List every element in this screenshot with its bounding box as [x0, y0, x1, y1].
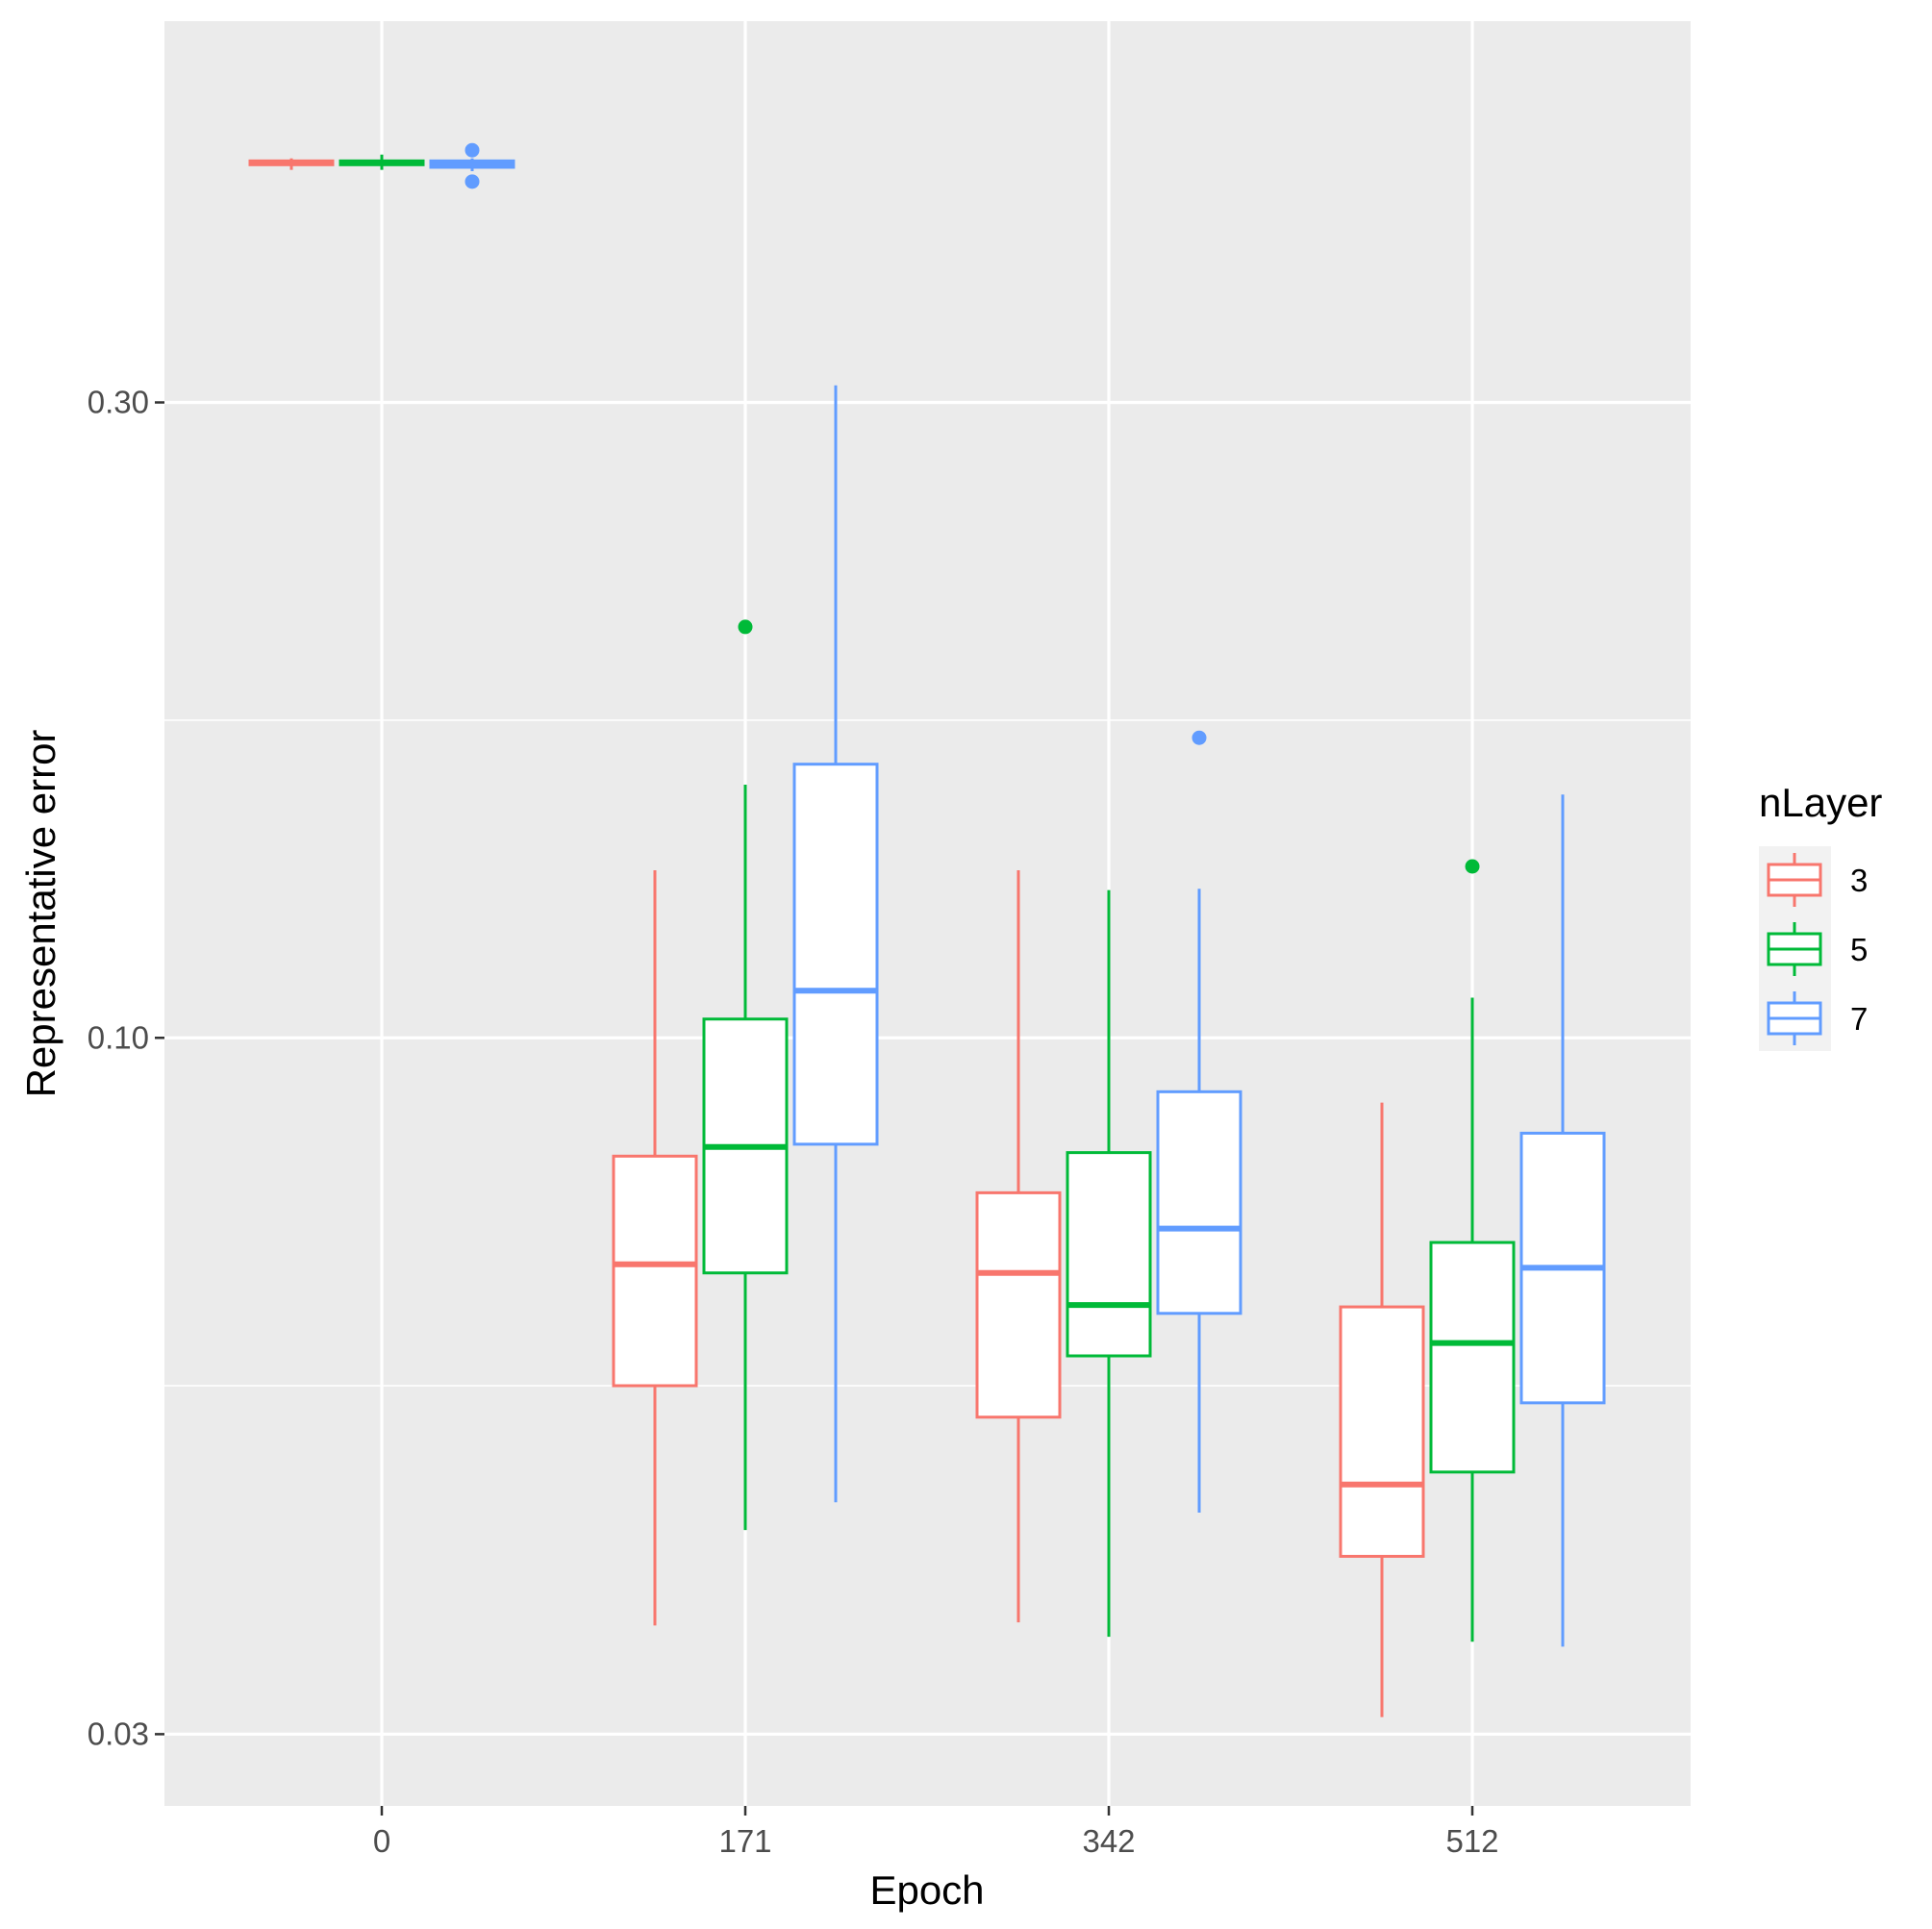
y-axis-title: Representative error	[18, 730, 63, 1098]
box	[1066, 1151, 1152, 1358]
legend-label: 7	[1850, 1001, 1868, 1037]
box	[1339, 1305, 1425, 1558]
plot-panel	[164, 21, 1691, 1806]
y-tick-label: 0.03	[88, 1716, 149, 1751]
legend-key-7	[1767, 991, 1822, 1045]
outlier-point	[1465, 859, 1480, 874]
legend: nLayer 3 5 7	[1759, 780, 1882, 1051]
outlier-point	[464, 174, 480, 189]
box	[792, 763, 879, 1146]
x-axis-title: Epoch	[869, 1867, 984, 1913]
series-7-boxes	[429, 142, 1606, 1647]
outlier-point	[1192, 730, 1207, 745]
box	[1429, 1240, 1516, 1474]
box	[975, 1190, 1062, 1419]
x-tick-label: 0	[373, 1823, 390, 1859]
y-tick-label: 0.30	[88, 385, 149, 420]
legend-key-3	[1767, 853, 1822, 907]
box-plots	[248, 142, 1606, 1717]
x-tick-label: 512	[1445, 1823, 1498, 1859]
box	[1156, 1090, 1242, 1315]
series-3-boxes	[248, 158, 1425, 1717]
outlier-point	[464, 142, 480, 158]
box	[612, 1154, 698, 1388]
legend-label: 5	[1850, 932, 1868, 967]
legend-title: nLayer	[1759, 780, 1882, 825]
x-tick-label: 342	[1082, 1823, 1135, 1859]
series-5-boxes	[339, 154, 1516, 1642]
legend-label: 3	[1850, 863, 1868, 898]
legend-key-5	[1767, 922, 1822, 976]
x-tick-label: 171	[718, 1823, 771, 1859]
axes: Epoch Representative error 0.03 0.10 0.30 0…	[18, 385, 1499, 1913]
y-tick-label: 0.10	[88, 1019, 149, 1055]
outlier-point	[738, 619, 753, 635]
